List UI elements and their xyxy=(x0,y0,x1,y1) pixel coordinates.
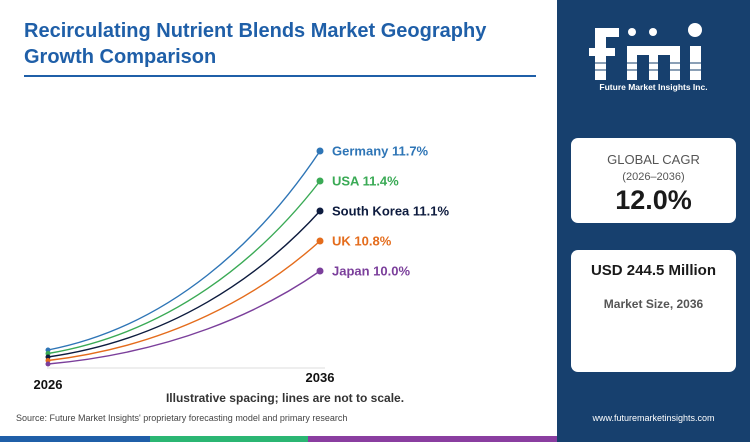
end-point-germany xyxy=(316,147,324,155)
series-line-usa xyxy=(47,180,321,355)
series-line-south-korea xyxy=(47,210,321,358)
start-point-usa xyxy=(45,351,51,356)
series-label-uk: UK 10.8% xyxy=(332,234,392,249)
cagr-label: GLOBAL CAGR xyxy=(607,152,700,167)
series-line-uk xyxy=(47,240,321,362)
chart-note: Illustrative spacing; lines are not to s… xyxy=(165,391,405,405)
logo-subtitle: Future Market Insights Inc. xyxy=(599,82,708,92)
title-underline xyxy=(24,75,536,77)
x-tick-2026: 2026 xyxy=(34,377,63,392)
series-label-germany: Germany 11.7% xyxy=(332,144,429,159)
end-point-uk xyxy=(316,237,324,245)
series-layer: Germany 11.7% USA 11.4% South Korea 11.1% U… xyxy=(45,144,449,367)
bar-segment-purple xyxy=(308,436,558,442)
market-size-card: USD 244.5 Million Market Size, 2036 xyxy=(571,250,736,372)
series-line-japan xyxy=(47,270,321,365)
cagr-period: (2026–2036) xyxy=(622,171,685,183)
series-label-japan: Japan 10.0% xyxy=(332,264,410,279)
start-point-japan xyxy=(45,361,51,367)
cagr-value: 12.0% xyxy=(615,185,692,215)
series-line-germany xyxy=(47,150,321,351)
start-point-germany xyxy=(45,347,51,353)
cagr-card: GLOBAL CAGR (2026–2036) 12.0% xyxy=(571,138,736,223)
end-point-usa xyxy=(316,177,324,185)
bar-segment-green xyxy=(150,436,308,442)
fmi-logo xyxy=(587,23,707,80)
series-label-usa: USA 11.4% xyxy=(332,174,399,189)
x-tick-2036: 2036 xyxy=(306,370,335,385)
start-point-uk xyxy=(45,358,51,363)
end-point-japan xyxy=(316,267,324,275)
growth-line-chart: Germany 11.7% USA 11.4% South Korea 11.1% U… xyxy=(34,144,450,393)
chart-title: Recirculating Nutrient Blends Market Geo… xyxy=(24,20,487,68)
market-size-label: Market Size, 2036 xyxy=(603,297,704,311)
market-size-value: USD 244.5 Million xyxy=(590,262,717,279)
source-text: Source: Future Market Insights' propriet… xyxy=(16,413,348,423)
start-point-south-korea xyxy=(45,354,51,360)
end-point-south-korea xyxy=(316,207,324,215)
series-label-south-korea: South Korea 11.1% xyxy=(332,204,449,219)
bar-segment-blue xyxy=(0,436,150,442)
website-url: www.futuremarketinsights.com xyxy=(592,413,715,423)
